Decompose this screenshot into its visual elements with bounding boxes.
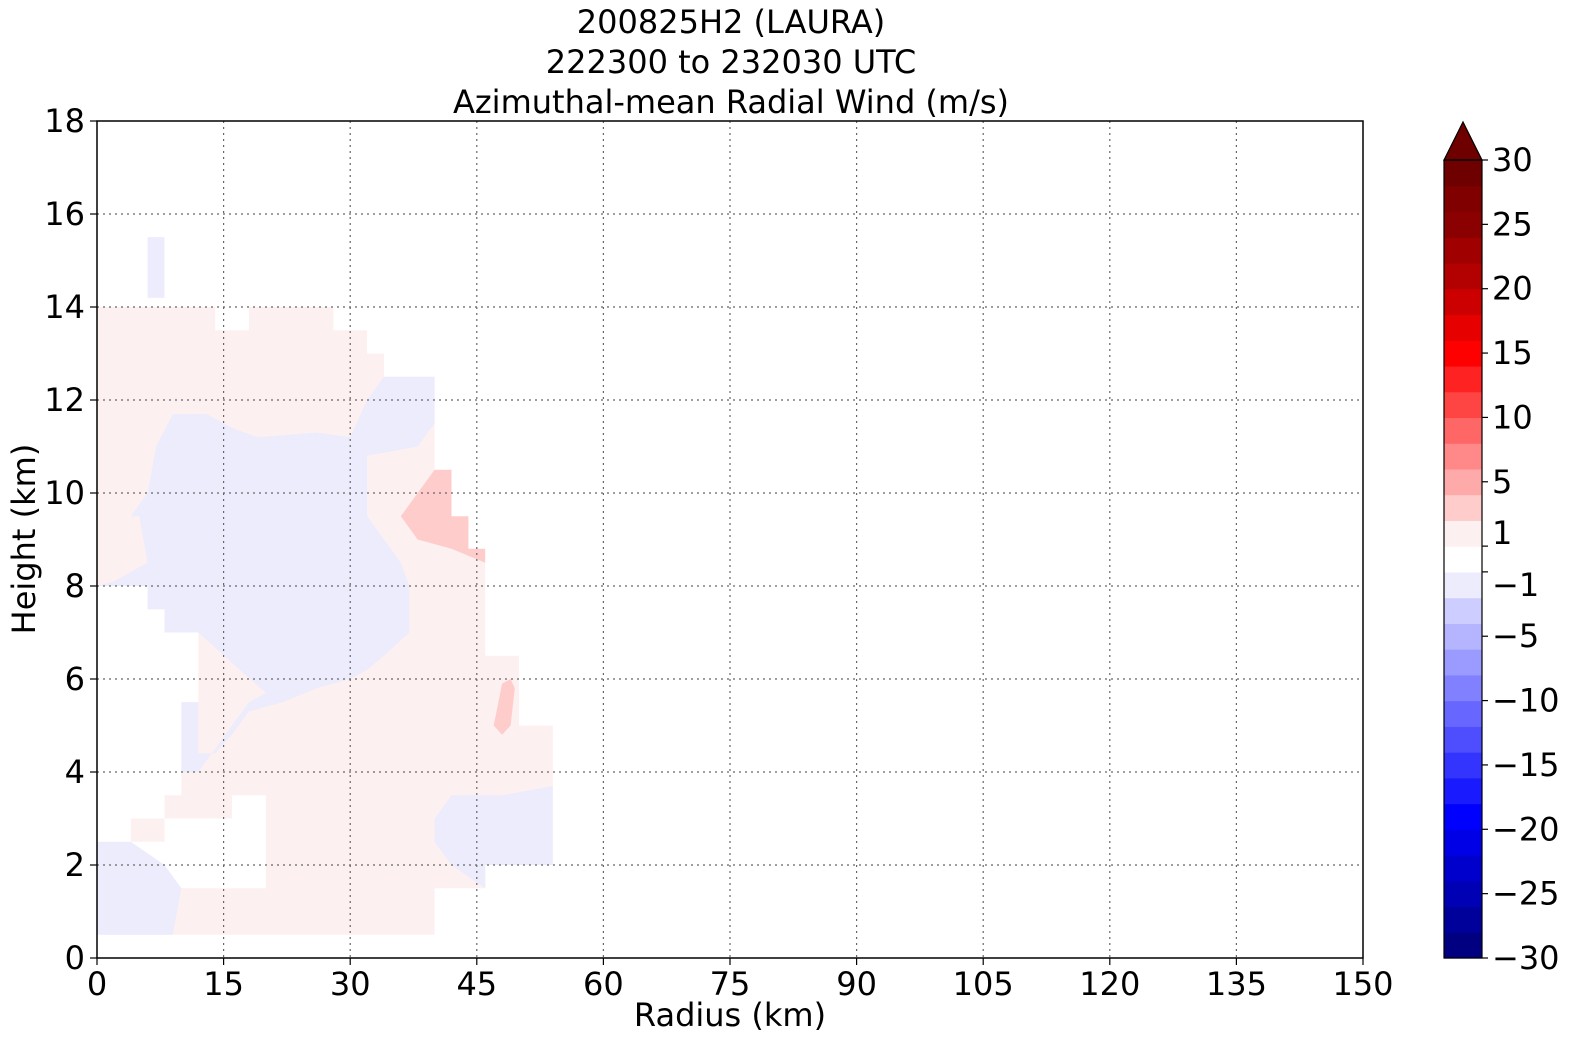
colorbar-band: [1444, 855, 1482, 882]
y-tick-label: 2: [65, 846, 85, 884]
y-axis-label: Height (km): [5, 444, 43, 635]
x-tick-label: 150: [1332, 965, 1393, 1003]
y-tick-label: 6: [65, 660, 85, 698]
y-tick-label: 0: [65, 939, 85, 977]
colorbar-band: [1444, 391, 1482, 419]
colorbar-band: [1444, 726, 1482, 753]
x-axis-label: Radius (km): [634, 996, 826, 1034]
x-tick-label: 75: [710, 965, 751, 1003]
title-line-1: 200825H2 (LAURA): [577, 3, 885, 41]
title-line-2: 222300 to 232030 UTC: [546, 43, 916, 81]
x-tick-label: 135: [1206, 965, 1267, 1003]
colorbar-band: [1444, 211, 1482, 238]
x-tick-label: 30: [330, 965, 371, 1003]
colorbar-band: [1444, 314, 1482, 341]
colorbar-band: [1444, 546, 1482, 573]
wind-regions: [97, 237, 553, 935]
colorbar-band: [1444, 906, 1482, 933]
x-tick-label: 90: [836, 965, 877, 1003]
colorbar-band: [1444, 932, 1482, 959]
colorbar-ticks: 30 25 20 15 10 5 1 −1 −5 −10 −15 −20 −25 −30: [1482, 141, 1560, 977]
colorbar-band: [1444, 752, 1482, 779]
y-tick-label: 16: [44, 195, 85, 233]
colorbar-band: [1444, 288, 1482, 316]
x-tick-label: 60: [583, 965, 624, 1003]
colorbar-band: [1444, 443, 1482, 470]
colorbar-band: [1444, 700, 1482, 727]
y-tick-label: 4: [65, 753, 85, 791]
colorbar-band: [1444, 623, 1482, 650]
colorbar-band: [1444, 468, 1482, 496]
x-tick-label: 0: [87, 965, 107, 1003]
colorbar-tick-label: −15: [1492, 746, 1560, 784]
grid-lines: [97, 121, 1363, 958]
colorbar: 30 25 20 15 10 5 1 −1 −5 −10 −15 −20 −25 −30: [1443, 120, 1560, 977]
colorbar-band: [1444, 494, 1482, 521]
colorbar-tick-label: −20: [1492, 810, 1560, 848]
colorbar-band: [1444, 520, 1482, 547]
colorbar-frame: [1443, 159, 1483, 959]
y-tick-label: 12: [44, 381, 85, 419]
colorbar-bands: [1444, 160, 1482, 959]
colorbar-tick-label: 1: [1492, 514, 1512, 552]
colorbar-band: [1444, 262, 1482, 290]
colorbar-band: [1444, 571, 1482, 599]
colorbar-band: [1444, 365, 1482, 393]
colorbar-band: [1444, 829, 1482, 856]
y-tick-label: 18: [44, 102, 85, 140]
colorbar-tick-label: 10: [1492, 398, 1533, 436]
x-tick-label: 45: [456, 965, 497, 1003]
title-line-3: Azimuthal-mean Radial Wind (m/s): [453, 83, 1009, 121]
colorbar-tick-label: −1: [1492, 566, 1539, 604]
colorbar-tick-label: −30: [1492, 939, 1560, 977]
colorbar-tick-label: 25: [1492, 205, 1533, 243]
colorbar-tick-label: −25: [1492, 875, 1560, 913]
colorbar-tick-label: 15: [1492, 334, 1533, 372]
colorbar-band: [1444, 597, 1482, 624]
colorbar-tick-label: −10: [1492, 682, 1560, 720]
colorbar-band: [1444, 340, 1482, 367]
colorbar-tick-label: 20: [1492, 270, 1533, 308]
x-tick-label: 15: [203, 965, 244, 1003]
x-tick-label: 105: [953, 965, 1014, 1003]
wind-region-weak-inflow: [434, 786, 553, 889]
y-tick-label: 14: [44, 288, 85, 326]
wind-region-moderate-outflow: [493, 679, 515, 735]
colorbar-band: [1444, 674, 1482, 702]
wind-region-weak-inflow: [97, 841, 182, 935]
colorbar-tick-label: 30: [1492, 141, 1533, 179]
colorbar-band: [1444, 417, 1482, 444]
colorbar-band: [1444, 160, 1482, 187]
colorbar-tick-label: 5: [1492, 463, 1512, 501]
wind-region-weak-inflow: [147, 237, 165, 298]
colorbar-band: [1444, 185, 1482, 213]
colorbar-tick-label: −5: [1492, 617, 1539, 655]
x-ticks: 0 15 30 45 60 75 90 105 120 135 150: [87, 958, 1394, 1003]
y-ticks: 0 2 4 6 8 10 12 14 16 18: [44, 102, 97, 977]
colorbar-band: [1444, 649, 1482, 676]
colorbar-extend-arrow: [1443, 120, 1483, 161]
y-tick-label: 10: [44, 474, 85, 512]
colorbar-band: [1444, 880, 1482, 908]
colorbar-band: [1444, 803, 1482, 830]
x-tick-label: 120: [1079, 965, 1140, 1003]
colorbar-band: [1444, 777, 1482, 805]
colorbar-band: [1444, 237, 1482, 264]
plot-area: 0 15 30 45 60 75 90 105 120 135 150 0 2 4 6 8 10 12 14 16 1…: [44, 102, 1393, 1003]
y-tick-label: 8: [65, 567, 85, 605]
